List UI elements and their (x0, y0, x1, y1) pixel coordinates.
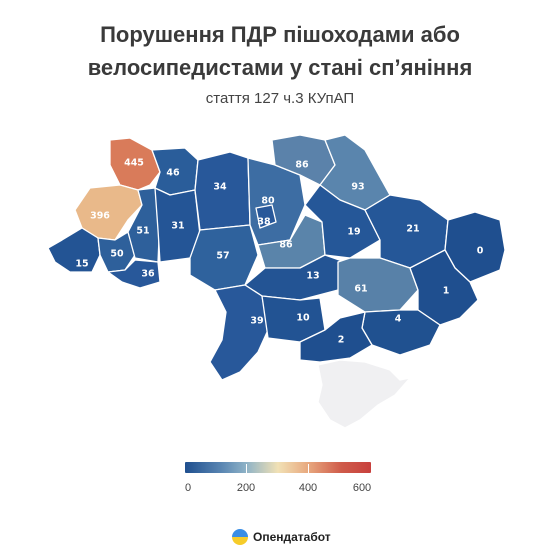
region-kyiv-city[interactable] (255, 204, 277, 229)
label-odesa: 39 (250, 316, 263, 327)
region-labels: 445 396 46 34 80 38 86 93 51 31 57 86 19… (75, 158, 483, 346)
region-ivano-frankivsk[interactable] (97, 231, 136, 273)
label-vinnytsia: 57 (216, 251, 229, 262)
label-luhansk: 0 (477, 246, 484, 257)
brand: Опендатабот (232, 527, 331, 547)
legend-label-400: 400 (298, 482, 318, 494)
title-line-1: Порушення ПДР пішоходами або (100, 22, 460, 47)
label-cherkasy: 86 (279, 240, 293, 251)
label-kherson: 2 (338, 335, 345, 346)
region-dnipropetrovsk[interactable] (337, 257, 419, 313)
region-zakarpattia[interactable] (47, 227, 101, 273)
legend-tick-400 (308, 464, 309, 473)
label-kyiv-city: 38 (257, 217, 271, 228)
opendatabot-logo-icon (232, 529, 248, 545)
legend-color-scale (185, 462, 371, 473)
region-crimea[interactable] (317, 359, 411, 429)
label-lviv: 396 (90, 211, 110, 222)
label-mykolaiv: 10 (296, 313, 310, 324)
brand-name: Опендатабот (253, 530, 331, 544)
region-donetsk[interactable] (409, 249, 479, 326)
label-donetsk: 1 (443, 286, 450, 297)
label-ivano-frankivsk: 50 (110, 249, 124, 260)
region-kherson[interactable] (299, 311, 373, 363)
label-kirovohrad: 13 (306, 271, 319, 282)
label-poltava: 19 (347, 227, 360, 238)
label-kyiv-oblast: 80 (261, 196, 275, 207)
label-zaporizhzhia: 4 (395, 314, 402, 325)
label-ternopil: 51 (136, 226, 149, 237)
legend-label-0: 0 (184, 482, 192, 494)
label-zhytomyr: 34 (213, 182, 227, 193)
label-kharkiv: 21 (406, 224, 419, 235)
legend-tick-200 (246, 464, 247, 473)
region-volyn[interactable] (109, 137, 161, 191)
legend-label-200: 200 (236, 482, 256, 494)
title-line-2: велосипедистами у стані сп’яніння (87, 55, 473, 80)
label-volyn: 445 (124, 158, 144, 169)
label-chernivtsi: 36 (141, 269, 155, 280)
region-odesa[interactable] (209, 284, 269, 381)
label-khmelnytskyi: 31 (171, 221, 184, 232)
region-lviv[interactable] (74, 184, 143, 241)
map-subtitle: стаття 127 ч.3 КУпАП (205, 90, 355, 107)
label-rivne: 46 (166, 168, 180, 179)
label-chernihiv: 86 (295, 160, 309, 171)
label-sumy: 93 (351, 182, 364, 193)
region-chernivtsi[interactable] (107, 259, 161, 289)
label-dnipropetrovsk: 61 (354, 284, 367, 295)
map-title: Порушення ПДР пішоходами або велосипедис… (0, 18, 560, 84)
label-zakarpattia: 15 (75, 259, 88, 270)
legend-label-600: 600 (352, 482, 372, 494)
